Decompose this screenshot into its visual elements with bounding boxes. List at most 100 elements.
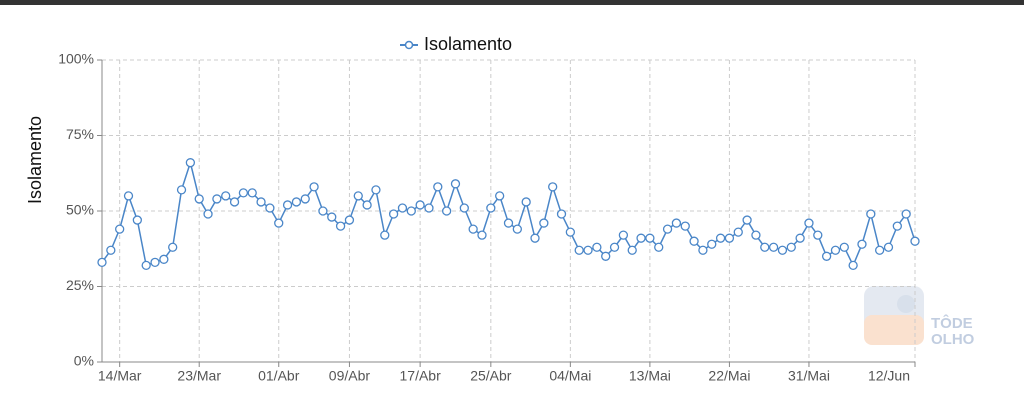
- data-point: [910, 236, 920, 246]
- data-point: [548, 182, 558, 192]
- data-point: [265, 203, 275, 213]
- data-point: [176, 185, 187, 195]
- data-point: [654, 242, 664, 252]
- x-tick-label: 04/Mai: [549, 368, 591, 384]
- data-point: [441, 206, 452, 216]
- data-point: [150, 257, 160, 267]
- data-point: [875, 245, 885, 255]
- data-point: [106, 245, 116, 255]
- data-point: [530, 233, 540, 243]
- data-point: [221, 191, 231, 201]
- data-point: [459, 203, 469, 213]
- logo-text: TÔDE: [931, 314, 973, 332]
- top-bar: [0, 0, 1024, 5]
- data-point: [397, 203, 408, 213]
- legend: Isolamento: [400, 34, 512, 54]
- x-tick-label: 23/Mar: [177, 368, 221, 384]
- data-point: [194, 194, 204, 204]
- data-point: [115, 224, 125, 234]
- data-point: [486, 203, 496, 213]
- data-point: [247, 188, 257, 198]
- data-point: [380, 230, 390, 240]
- data-point: [839, 242, 849, 252]
- data-point: [424, 203, 434, 213]
- data-point: [274, 218, 284, 228]
- data-point: [592, 242, 602, 252]
- data-point: [521, 197, 531, 207]
- y-tick-label: 50%: [66, 202, 94, 218]
- x-tick-label: 01/Abr: [258, 368, 300, 384]
- data-point: [212, 194, 222, 204]
- data-point: [804, 218, 814, 228]
- logo-text: OLHO: [931, 331, 975, 348]
- data-point: [724, 233, 735, 243]
- data-point: [821, 251, 832, 261]
- data-point: [733, 227, 743, 237]
- data-point: [768, 242, 779, 252]
- logo-dot: [897, 295, 915, 313]
- data-point: [786, 242, 796, 252]
- data-point: [848, 260, 858, 271]
- data-point: [742, 215, 752, 225]
- data-point: [132, 215, 142, 225]
- data-point: [883, 242, 894, 252]
- data-point: [583, 245, 593, 255]
- data-point: [556, 209, 567, 219]
- y-tick-label: 25%: [66, 277, 94, 293]
- data-point: [539, 218, 549, 228]
- data-point: [857, 239, 867, 249]
- watermark-logo: TÔDE OLHO: [864, 286, 975, 348]
- data-point: [282, 200, 293, 210]
- data-point: [433, 182, 443, 192]
- data-point: [256, 197, 266, 207]
- data-point: [97, 257, 107, 267]
- data-point: [291, 197, 302, 207]
- data-point: [406, 206, 416, 216]
- data-point: [495, 191, 505, 201]
- y-tick-label: 75%: [66, 126, 94, 142]
- y-tick-label: 100%: [58, 51, 94, 67]
- x-tick-label: 31/Mai: [788, 368, 830, 384]
- x-tick-label: 17/Abr: [400, 368, 442, 384]
- data-point: [238, 188, 249, 198]
- data-point: [344, 215, 355, 225]
- x-tick-label: 09/Abr: [329, 368, 371, 384]
- y-tick-label: 0%: [74, 353, 94, 369]
- data-point: [627, 245, 637, 255]
- data-point: [415, 200, 425, 210]
- data-point: [327, 212, 337, 222]
- data-point: [300, 194, 310, 204]
- data-point: [335, 221, 346, 231]
- data-point: [901, 209, 911, 219]
- y-axis-title: Isolamento: [25, 116, 45, 204]
- data-point: [698, 245, 708, 255]
- data-point: [141, 260, 151, 271]
- data-point: [371, 185, 381, 195]
- data-point: [760, 242, 770, 252]
- data-point: [707, 239, 717, 249]
- data-point: [609, 242, 620, 252]
- x-tick-label: 22/Mai: [708, 368, 750, 384]
- logo-shape: [864, 315, 924, 345]
- data-point: [751, 230, 761, 240]
- data-point: [777, 245, 788, 255]
- data-point: [645, 233, 655, 243]
- data-point: [468, 224, 478, 234]
- data-point: [362, 200, 372, 210]
- x-tick-label: 25/Abr: [470, 368, 512, 384]
- data-point: [123, 191, 134, 201]
- data-point: [866, 209, 876, 219]
- data-point: [185, 158, 196, 168]
- data-point: [565, 227, 576, 237]
- data-point: [512, 224, 522, 234]
- x-tick-label: 13/Mai: [629, 368, 671, 384]
- legend-marker: [404, 40, 414, 50]
- x-tick-label: 12/Jun: [868, 368, 910, 384]
- data-point: [203, 209, 213, 219]
- data-point: [636, 233, 646, 243]
- data-point: [601, 251, 611, 261]
- data-point: [618, 230, 629, 240]
- data-point: [813, 230, 823, 240]
- data-point: [168, 242, 178, 252]
